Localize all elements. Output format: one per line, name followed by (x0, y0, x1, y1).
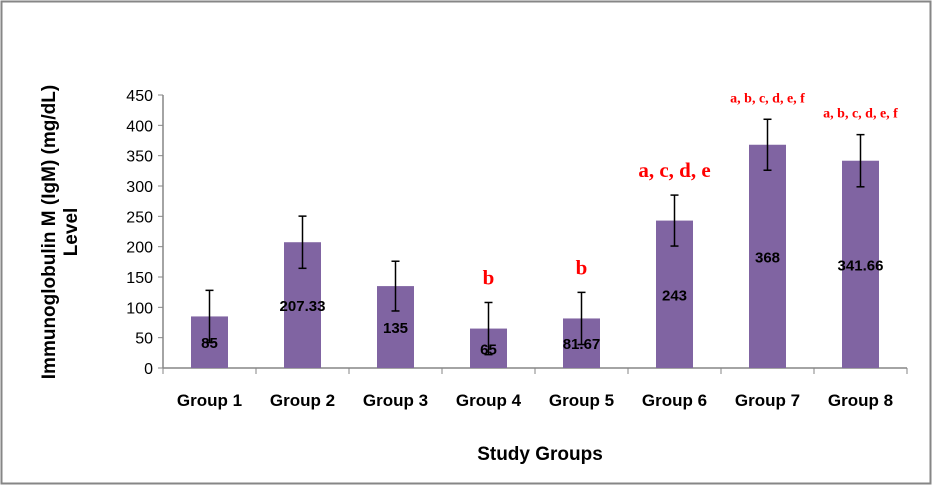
y-axis-title-line1: Immunoglobulin M (IgM) (mg/dL) (39, 85, 60, 379)
x-axis-title: Study Groups (477, 444, 603, 465)
y-tick-label: 150 (126, 270, 153, 287)
y-tick-label: 450 (126, 88, 153, 105)
x-tick-label: Group 3 (363, 391, 428, 410)
x-tick-label: Group 7 (735, 391, 800, 410)
error-bar (205, 289, 214, 344)
significance-label: a, b, c, d, e, f (823, 107, 898, 122)
significance-label: a, c, d, e (638, 158, 710, 182)
y-tick-label: 100 (126, 300, 153, 317)
y-tick-label: 350 (126, 149, 153, 166)
y-axis-title: Immunoglobulin M (IgM) (mg/dL) Level (39, 85, 82, 379)
y-axis-title-line2: Level (61, 208, 82, 257)
y-tick-label: 50 (135, 331, 153, 348)
data-label: 85 (201, 335, 218, 352)
x-tick-label: Group 4 (456, 391, 522, 410)
x-tick-label: Group 8 (828, 391, 893, 410)
bar (749, 144, 786, 368)
y-tick-label: 300 (126, 179, 153, 196)
bar (842, 160, 879, 368)
significance-label: b (576, 255, 588, 279)
x-tick-label: Group 6 (642, 391, 707, 410)
y-tick-label: 250 (126, 209, 153, 226)
data-label: 81.67 (563, 336, 601, 353)
error-bar (670, 194, 679, 247)
data-label: 135 (383, 320, 408, 337)
data-label: 368 (755, 249, 780, 266)
error-bar (391, 260, 400, 312)
bars: 85 207.33 135 65 b 81.67 b 243 a, c, d, e 368 a, b… (191, 91, 898, 368)
data-label: 243 (662, 287, 687, 304)
error-bar (298, 215, 307, 270)
error-bar (577, 291, 586, 346)
significance-label: b (483, 265, 495, 289)
y-tick-label: 0 (144, 361, 153, 378)
data-label: 341.66 (838, 257, 884, 274)
significance-label: a, b, c, d, e, f (730, 91, 805, 106)
data-label: 65 (480, 341, 497, 358)
error-bar (856, 133, 865, 188)
x-tick-label: Group 1 (177, 391, 242, 410)
x-tick-label: Group 2 (270, 391, 335, 410)
x-axis: Group 1 Group 2 Group 3 Group 4 Group 5 Group… (162, 367, 908, 410)
y-tick-label: 400 (126, 118, 153, 135)
y-tick-label: 200 (126, 240, 153, 257)
y-axis: 0 50 100 150 200 250 300 350 400 450 (126, 88, 164, 378)
error-bar (763, 118, 772, 171)
error-bar (484, 301, 493, 356)
data-label: 207.33 (280, 298, 326, 315)
x-tick-label: Group 5 (549, 391, 614, 410)
